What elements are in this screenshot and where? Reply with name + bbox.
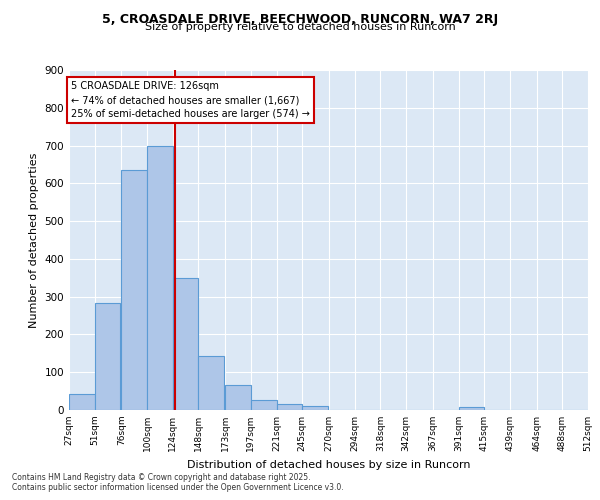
Text: 5 CROASDALE DRIVE: 126sqm
← 74% of detached houses are smaller (1,667)
25% of se: 5 CROASDALE DRIVE: 126sqm ← 74% of detac…	[71, 82, 310, 120]
Text: Size of property relative to detached houses in Runcorn: Size of property relative to detached ho…	[145, 22, 455, 32]
Bar	[95, 303, 121, 410]
Bar	[173, 278, 199, 410]
Bar	[69, 394, 95, 410]
Text: 5, CROASDALE DRIVE, BEECHWOOD, RUNCORN, WA7 2RJ: 5, CROASDALE DRIVE, BEECHWOOD, RUNCORN, …	[102, 12, 498, 26]
Bar	[302, 406, 328, 410]
Text: Contains HM Land Registry data © Crown copyright and database right 2025.: Contains HM Land Registry data © Crown c…	[12, 474, 311, 482]
Bar	[458, 408, 484, 410]
Bar	[225, 386, 251, 410]
Y-axis label: Number of detached properties: Number of detached properties	[29, 152, 39, 328]
X-axis label: Distribution of detached houses by size in Runcorn: Distribution of detached houses by size …	[187, 460, 470, 469]
Bar	[251, 400, 277, 410]
Bar	[277, 404, 302, 410]
Bar	[147, 146, 173, 410]
Bar	[199, 356, 224, 410]
Bar	[121, 170, 147, 410]
Text: Contains public sector information licensed under the Open Government Licence v3: Contains public sector information licen…	[12, 484, 344, 492]
